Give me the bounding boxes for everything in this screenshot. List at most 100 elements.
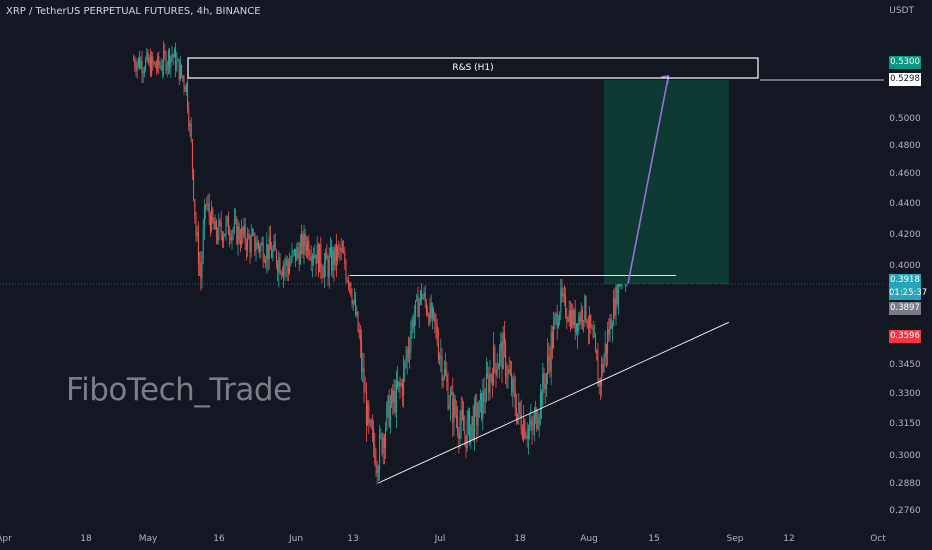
price-unit: USDT xyxy=(889,6,914,16)
x-tick-label: Jun xyxy=(288,534,303,544)
candle-body xyxy=(328,254,330,278)
y-axis: 0.5000 0.4800 0.4600 0.4400 0.4200 0.4000 0.34… xyxy=(889,114,921,516)
candle-body xyxy=(189,124,191,127)
candle-body xyxy=(478,400,480,418)
candle-body xyxy=(178,59,180,80)
candle-body xyxy=(321,267,323,275)
candle-body xyxy=(554,316,556,323)
candle-body xyxy=(316,244,318,264)
candle-body xyxy=(493,346,495,386)
candle-body xyxy=(182,75,184,79)
candle-body xyxy=(423,292,425,298)
candle-body xyxy=(140,60,142,69)
candle-body xyxy=(209,216,211,232)
candle-body xyxy=(449,394,451,406)
candle-body xyxy=(259,246,261,252)
candle-body xyxy=(514,388,516,408)
candle-body xyxy=(521,429,523,438)
candle-body xyxy=(253,232,255,234)
candle-body xyxy=(249,238,251,253)
candle-body xyxy=(386,404,388,429)
candle-body xyxy=(338,247,340,249)
candle-body xyxy=(464,430,466,436)
candle-body xyxy=(278,257,280,272)
candle-body xyxy=(371,427,373,429)
candle-body xyxy=(269,236,271,250)
candle-body xyxy=(181,64,183,76)
x-tick-label: 18 xyxy=(80,534,92,544)
candle-body xyxy=(287,266,289,274)
candle-body xyxy=(244,224,246,244)
candle-body xyxy=(416,295,418,301)
candle-body xyxy=(545,374,547,390)
candle-body xyxy=(410,330,412,352)
y-tick-label: 0.4200 xyxy=(889,230,921,240)
candle-body xyxy=(367,404,369,426)
candle-body xyxy=(429,302,431,324)
candle-body xyxy=(212,208,214,222)
candle-body xyxy=(459,423,461,439)
candle-body xyxy=(580,309,582,322)
candle-body xyxy=(448,405,450,409)
candle-body xyxy=(256,241,258,249)
candle-body xyxy=(472,415,474,439)
candle-body xyxy=(194,199,196,217)
candle-body xyxy=(274,241,276,251)
candle-body xyxy=(352,300,354,305)
candle-body xyxy=(527,427,529,439)
candle-body xyxy=(297,247,299,253)
candle-body xyxy=(388,395,390,427)
candle-body xyxy=(443,369,445,378)
candle-body xyxy=(559,312,561,323)
candle-body xyxy=(585,295,587,321)
candle-body xyxy=(211,208,213,232)
candle-body xyxy=(589,314,591,328)
candle-body xyxy=(419,290,421,302)
candle-body xyxy=(151,56,153,75)
candle-body xyxy=(237,226,239,244)
candle-body xyxy=(481,393,483,419)
candle-body xyxy=(308,240,310,257)
candle-body xyxy=(490,374,492,377)
x-tick-label: May xyxy=(139,534,158,544)
candle-body xyxy=(466,419,468,449)
candle-body xyxy=(145,59,147,71)
candle-body xyxy=(223,236,225,242)
candle-body xyxy=(266,244,268,261)
candle-body xyxy=(446,375,448,382)
candle-body xyxy=(604,343,606,359)
candle-body xyxy=(344,252,346,264)
candle-body xyxy=(262,242,264,262)
candle-body xyxy=(322,274,324,278)
candle-body xyxy=(245,243,247,251)
candle-body xyxy=(235,218,237,220)
candle-body xyxy=(557,322,559,328)
candle-body xyxy=(279,257,281,274)
rs-zone-box xyxy=(187,57,759,79)
candle-body xyxy=(285,259,287,265)
candle-body xyxy=(457,418,459,432)
candle-body xyxy=(556,313,558,328)
target-zone xyxy=(604,80,729,284)
candle-body xyxy=(572,310,574,325)
candle-body xyxy=(563,293,565,296)
candle-body xyxy=(569,310,571,328)
candle-body xyxy=(155,67,157,69)
candle-body xyxy=(407,349,409,353)
candle-body xyxy=(304,233,306,246)
candle-body xyxy=(290,260,292,264)
candle-body xyxy=(373,428,375,446)
candle-body xyxy=(488,375,490,393)
candle-body xyxy=(566,315,568,320)
candle-body xyxy=(383,437,385,448)
candle-body xyxy=(393,391,395,403)
ascending-trendline xyxy=(378,321,729,484)
candle-body xyxy=(187,83,189,110)
candle-body xyxy=(176,60,178,70)
candle-body xyxy=(380,434,382,436)
x-tick-label: Oct xyxy=(870,534,886,544)
candle-body xyxy=(243,224,245,235)
candle-body xyxy=(172,54,174,58)
candle-body xyxy=(171,54,173,57)
